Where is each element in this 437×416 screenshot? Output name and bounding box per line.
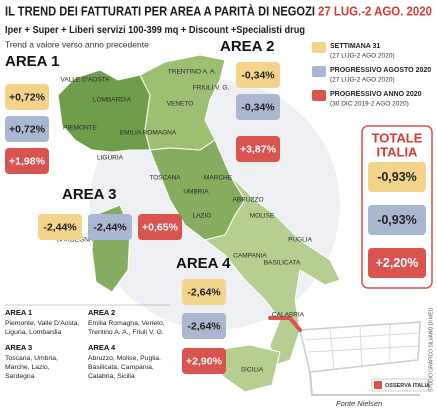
value-label: -0,93% [377, 170, 417, 184]
region-label: MARCHE [204, 175, 233, 182]
value-label: +2,90% [186, 355, 223, 367]
legend-detail: (27 LUG-2 AGO 2020) [330, 77, 395, 84]
region-label: ABRUZZO [232, 197, 263, 204]
source: Fonte Nielsen [336, 399, 382, 408]
region-label: EMILIA ROMAGNA [120, 130, 177, 137]
region-label: TOSCANA [149, 175, 181, 182]
region-label: SARDEGNA [57, 237, 94, 244]
logo-mark [374, 381, 382, 389]
key-line: Emilia Romagna, Veneto, [88, 320, 165, 327]
legend-swatch [312, 66, 326, 77]
value-label: +3,87% [240, 143, 277, 155]
total-title: ITALIA [377, 144, 419, 159]
value-label: +0,72% [9, 91, 46, 103]
value-box [5, 148, 49, 174]
key-line: Sardegna [5, 373, 35, 380]
value-box [182, 279, 226, 305]
value-box [5, 84, 49, 110]
area-title: AREA 1 [5, 53, 59, 70]
key-title: AREA 2 [88, 308, 115, 317]
value-label: +0,72% [9, 123, 46, 135]
legend-swatch [312, 42, 326, 53]
area-title: AREA 3 [62, 186, 116, 203]
value-label: -2,44% [43, 221, 77, 233]
value-box [236, 62, 280, 88]
region-label: VENETO [167, 101, 194, 108]
logo-text: OSSERVA ITALIA [385, 383, 430, 389]
key-line: Trentino A. A., Friuli V. G. [88, 329, 164, 336]
key-title: AREA 4 [88, 343, 116, 352]
value-box [236, 94, 280, 120]
key-line: Abruzzo, Molise, Puglia, [88, 355, 161, 362]
total-title: TOTALE [372, 130, 423, 145]
area-title: AREA 4 [176, 255, 231, 272]
region-label: BASILICATA [264, 260, 301, 267]
area-2-shape [139, 54, 226, 151]
studio-credit: STUDIO GRAFICO SILVANO DI MEO [428, 307, 434, 392]
legend-label: PROGRESSIVO AGOSTO 2020 [330, 67, 431, 74]
region-label: LOMBARDIA [93, 97, 132, 104]
region-label: UMBRIA [183, 189, 209, 196]
value-label: +0,65% [142, 221, 179, 233]
region-label: MOLISE [250, 213, 275, 220]
region-label: PUGLIA [288, 237, 313, 244]
value-box [182, 313, 226, 339]
value-label: -0,34% [241, 69, 275, 81]
value-label: -0,93% [377, 213, 417, 227]
cart [268, 316, 421, 396]
key-line: Calabria, Sicilia [88, 373, 135, 380]
value-box [236, 136, 280, 162]
region-label: CALABRIA [272, 312, 305, 319]
value-box [368, 162, 426, 192]
value-label: -2,64% [187, 320, 221, 332]
area-4-shape [203, 174, 341, 366]
value-box [88, 214, 132, 240]
key-line: Toscana, Umbria, [5, 355, 58, 362]
key-line: Piemonte, Valle D'Aosta, [5, 320, 80, 327]
logo-frame [371, 378, 429, 392]
region-label: LIGURIA [97, 155, 124, 162]
region-label: FRIULI V. G. [193, 85, 230, 92]
value-label: -0,34% [241, 101, 275, 113]
value-box [138, 214, 182, 240]
key-line: Basilicata, Campania, [88, 364, 154, 371]
value-label: -2,64% [187, 286, 221, 298]
key-title: AREA 3 [5, 343, 32, 352]
value-box [368, 205, 426, 235]
subtitle: Iper + Super + Liberi servizi 100-399 mq… [5, 24, 305, 36]
key-title: AREA 1 [5, 308, 32, 317]
value-label: +1,98% [9, 155, 46, 167]
value-box [38, 214, 82, 240]
region-label: CAMPANIA [233, 253, 267, 260]
value-box [368, 248, 426, 278]
value-box [5, 116, 49, 142]
region-label: VALLE D'AOSTA [60, 77, 110, 84]
note: Trend a valore verso anno precedente [5, 39, 149, 49]
title: IL TREND DEI FATTURATI PER AREA A PARITÀ… [5, 3, 315, 18]
key-line: Marche, Lazio, [5, 364, 50, 371]
title-date: 27 LUG.-2 AGO. 2020 [318, 3, 432, 18]
region-label: PIEMONTE [63, 125, 98, 132]
area-title: AREA 2 [220, 38, 274, 55]
value-label: +2,20% [376, 256, 419, 270]
legend-label: SETTIMANA 31 [330, 43, 380, 50]
value-label: -2,44% [93, 221, 127, 233]
region-label: SICILIA [241, 367, 264, 374]
region-label: LAZIO [193, 213, 212, 220]
legend-swatch [312, 90, 326, 101]
legend-detail: (27 LUG-2 AGO 2020) [330, 53, 395, 60]
legend-label: PROGRESSIVO ANNO 2020 [330, 91, 422, 98]
value-box [182, 348, 226, 374]
region-label: TRENTINO A. A. [168, 69, 217, 76]
key-line: Liguria, Lombardia [5, 329, 62, 336]
map [57, 54, 341, 393]
legend-detail: (30 DIC 2019-2 AGO 2020) [330, 101, 409, 108]
